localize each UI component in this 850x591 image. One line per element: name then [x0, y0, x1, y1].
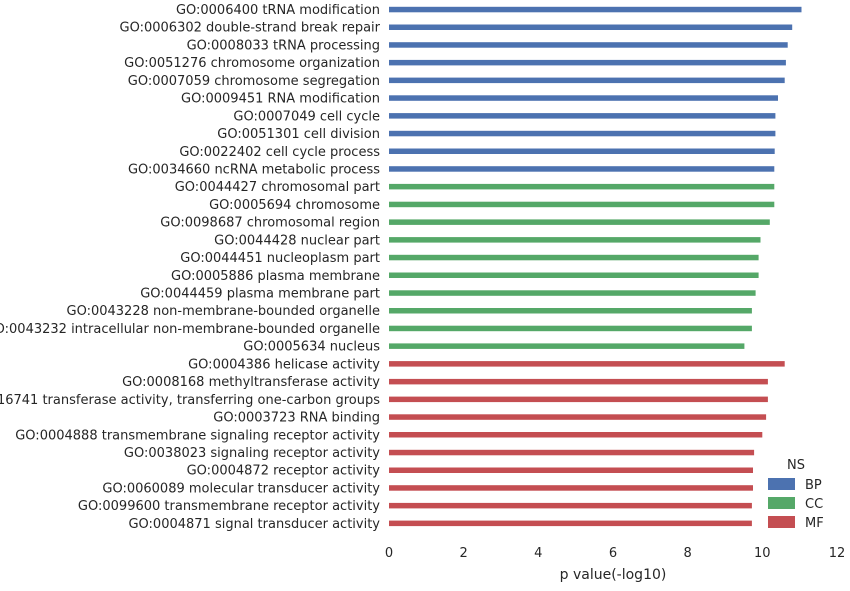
bar — [389, 343, 745, 349]
bar — [389, 77, 785, 84]
legend-swatch — [768, 497, 795, 509]
category-labels: GO:0006400 tRNA modification GO:0006302 d… — [0, 3, 381, 532]
legend-swatch — [768, 516, 795, 528]
category-label: GO:0044428 nuclear part — [214, 233, 380, 248]
x-axis-title: p value(-log10) — [560, 567, 667, 583]
bar — [389, 308, 752, 314]
bar — [389, 148, 775, 154]
category-label: GO:0022402 cell cycle process — [179, 145, 380, 160]
x-tick-label: 10 — [754, 546, 771, 561]
x-tick-label: 2 — [460, 546, 468, 561]
category-label: GO:0004386 helicase activity — [188, 357, 380, 372]
category-label: GO:0051276 chromosome organization — [124, 56, 380, 71]
bar — [389, 6, 802, 13]
bar — [389, 113, 776, 119]
bar — [389, 361, 785, 367]
bar — [389, 42, 788, 48]
category-label: GO:0099600 transmembrane receptor activi… — [78, 499, 380, 514]
bar — [389, 59, 786, 66]
category-label: GO:0005886 plasma membrane — [171, 269, 380, 284]
x-tick-label: 0 — [385, 546, 393, 561]
legend-swatch — [768, 478, 795, 490]
x-tick-label: 8 — [684, 546, 692, 561]
category-label: GO:0044459 plasma membrane part — [140, 287, 380, 302]
category-label: GO:0006302 double-strand break repair — [120, 21, 381, 36]
bar — [389, 254, 759, 261]
category-label: GO:0016741 transferase activity, transfe… — [0, 393, 380, 408]
category-label: GO:0005694 chromosome — [209, 198, 380, 213]
bar — [389, 396, 768, 403]
category-label: GO:0006400 tRNA modification — [176, 3, 380, 18]
category-label: GO:0005634 nucleus — [243, 340, 380, 355]
bar — [389, 95, 778, 101]
category-label: GO:0007059 chromosome segregation — [128, 74, 380, 89]
bar — [389, 166, 775, 172]
bar — [389, 485, 753, 491]
x-axis-ticks: 0 2 4 6 8 10 12 — [385, 546, 845, 561]
x-tick-label: 12 — [829, 546, 846, 561]
category-label: GO:0008033 tRNA processing — [187, 38, 380, 53]
category-label: GO:0038023 signaling receptor activity — [124, 446, 380, 461]
category-label: GO:0004888 transmembrane signaling recep… — [15, 428, 380, 443]
bar — [389, 378, 768, 385]
bar — [389, 520, 752, 527]
legend: NS BP CC MF — [768, 458, 824, 531]
bar — [389, 272, 759, 278]
category-label: GO:0044451 nucleoplasm part — [180, 251, 380, 266]
category-label: GO:0007049 cell cycle — [233, 109, 380, 124]
category-label: GO:0003723 RNA binding — [213, 411, 380, 426]
category-label: GO:0060089 molecular transducer activity — [102, 481, 380, 496]
category-label: GO:0004871 signal transducer activity — [128, 517, 380, 532]
legend-title: NS — [787, 458, 805, 473]
legend-label: MF — [805, 516, 824, 531]
category-label: GO:0044427 chromosomal part — [175, 180, 380, 195]
legend-label: CC — [805, 497, 823, 512]
category-label: GO:0009451 RNA modification — [181, 92, 380, 107]
category-label: GO:0051301 cell division — [217, 127, 380, 142]
bar — [389, 414, 767, 420]
legend-entries: BP CC MF — [768, 478, 824, 531]
x-tick-label: 4 — [534, 546, 542, 561]
category-label: GO:0004872 receptor activity — [187, 464, 381, 479]
bar — [389, 502, 752, 509]
legend-label: BP — [805, 478, 822, 493]
bars-layer — [389, 6, 802, 527]
bar — [389, 290, 756, 296]
bar — [389, 201, 775, 208]
bar — [389, 467, 753, 473]
bar — [389, 219, 770, 225]
bar — [389, 449, 755, 456]
bar — [389, 432, 763, 438]
category-label: GO:0043228 non-membrane-bounded organell… — [67, 304, 381, 319]
category-label: GO:0034660 ncRNA metabolic process — [128, 163, 380, 178]
category-label: GO:0043232 intracellular non-membrane-bo… — [0, 322, 380, 337]
category-label: GO:0008168 methyltransferase activity — [122, 375, 380, 390]
bar — [389, 325, 752, 332]
x-tick-label: 6 — [609, 546, 617, 561]
bar — [389, 24, 793, 30]
bar — [389, 237, 761, 243]
category-label: GO:0098687 chromosomal region — [160, 216, 380, 231]
bar — [389, 130, 776, 137]
bar — [389, 183, 775, 190]
